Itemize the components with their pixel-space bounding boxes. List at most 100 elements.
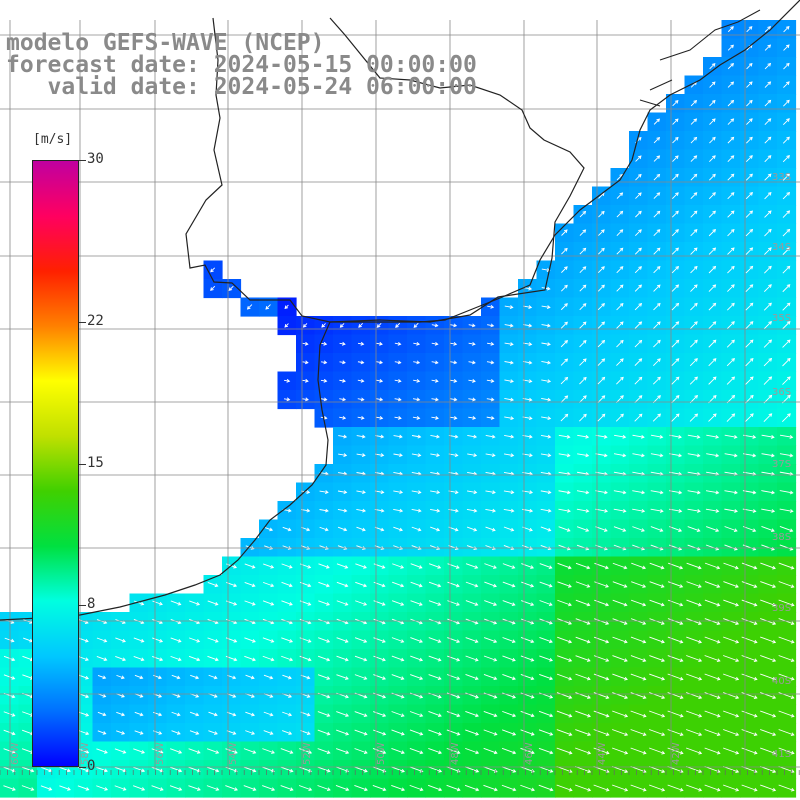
wind-arrow <box>501 784 517 792</box>
wind-arrow <box>317 748 331 754</box>
wind-arrow <box>335 766 350 773</box>
wind-arrow <box>741 599 758 607</box>
wind-arrow <box>431 379 439 383</box>
lon-label: 58W <box>80 742 91 765</box>
wind-arrow <box>356 434 366 439</box>
wind-arrow <box>468 323 476 328</box>
wind-arrow <box>318 600 330 606</box>
wind-arrow <box>634 302 643 311</box>
wind-arrow <box>449 416 458 420</box>
wind-arrow <box>485 490 496 495</box>
wind-arrow <box>485 434 496 439</box>
wind-arrow <box>503 526 515 532</box>
wind-arrow <box>708 321 717 330</box>
wind-arrow <box>465 563 479 569</box>
wind-arrow <box>612 766 629 774</box>
wind-arrow <box>133 600 145 606</box>
wind-arrow <box>431 416 439 420</box>
wind-arrow <box>430 434 440 439</box>
wind-arrow <box>339 415 347 420</box>
wind-arrow <box>21 766 35 773</box>
wind-arrow <box>672 100 679 107</box>
wind-arrow <box>466 526 478 532</box>
wind-arrow <box>653 173 661 181</box>
wind-arrow <box>558 508 571 513</box>
wind-arrow <box>189 600 201 606</box>
wind-arrow <box>632 434 645 439</box>
lon-label: 56W <box>155 742 166 765</box>
wind-arrow <box>96 656 108 662</box>
wind-arrow <box>575 692 591 699</box>
wind-arrow <box>225 748 238 754</box>
wind-arrow <box>727 155 735 162</box>
wind-arrow <box>447 581 460 588</box>
wind-arrow <box>190 674 200 680</box>
lon-label: 50W <box>376 742 387 765</box>
wind-arrow <box>317 674 331 680</box>
wind-arrow <box>597 284 605 292</box>
wind-arrow <box>708 376 717 385</box>
wind-arrow <box>486 397 495 402</box>
wind-arrow <box>504 379 514 384</box>
wind-arrow <box>597 266 605 274</box>
wind-arrow <box>431 323 439 328</box>
wind-arrow <box>262 600 275 606</box>
wind-arrow <box>96 785 109 791</box>
wind-arrow <box>672 192 679 199</box>
wind-arrow <box>337 508 348 513</box>
wind-arrow <box>706 434 720 439</box>
wind-arrow <box>612 729 629 737</box>
wind-arrow <box>708 173 716 181</box>
wind-arrow <box>708 192 716 200</box>
wind-arrow <box>778 729 795 737</box>
wind-arrow <box>355 600 368 606</box>
wind-arrow <box>282 711 293 717</box>
wind-arrow <box>577 434 590 439</box>
wind-arrow <box>560 303 568 311</box>
wind-arrow <box>207 600 219 606</box>
wind-arrow <box>428 674 442 680</box>
wind-arrow <box>649 655 665 662</box>
wind-arrow <box>282 730 293 735</box>
wind-arrow <box>188 785 201 791</box>
wind-arrow <box>391 655 405 662</box>
wind-arrow <box>724 453 738 458</box>
wind-arrow <box>447 655 461 662</box>
wind-arrow <box>393 508 404 513</box>
wind-arrow <box>468 341 476 346</box>
wind-arrow <box>649 581 665 588</box>
wind-arrow <box>650 508 664 513</box>
wind-arrow <box>593 710 610 718</box>
wind-arrow <box>207 655 219 662</box>
wind-arrow <box>372 729 387 736</box>
wind-arrow <box>449 379 458 383</box>
wind-arrow <box>726 358 735 367</box>
wind-arrow <box>391 637 405 643</box>
wind-arrow <box>579 339 587 348</box>
wind-arrow <box>428 784 443 792</box>
wind-arrow <box>671 321 680 329</box>
wind-arrow <box>724 490 738 495</box>
wind-arrow <box>726 413 736 422</box>
wind-arrow <box>690 155 698 162</box>
wind-arrow <box>778 636 795 644</box>
wind-arrow <box>704 581 721 588</box>
wind-arrow <box>653 284 661 292</box>
wind-arrow <box>262 748 275 754</box>
wind-arrow <box>616 302 624 311</box>
wind-arrow <box>467 453 478 458</box>
wind-arrow <box>761 490 776 495</box>
wind-arrow <box>133 637 145 643</box>
wind-arrow <box>465 655 479 662</box>
wind-arrow <box>579 395 587 403</box>
lat-label: 36S <box>772 387 791 398</box>
wind-arrow <box>3 711 16 717</box>
wind-arrow <box>411 434 422 439</box>
wind-arrow <box>264 526 274 532</box>
wind-arrow <box>560 321 568 329</box>
wind-arrow <box>745 265 754 274</box>
wind-arrow <box>376 322 382 328</box>
wind-arrow <box>483 655 498 662</box>
wind-arrow <box>409 748 424 755</box>
